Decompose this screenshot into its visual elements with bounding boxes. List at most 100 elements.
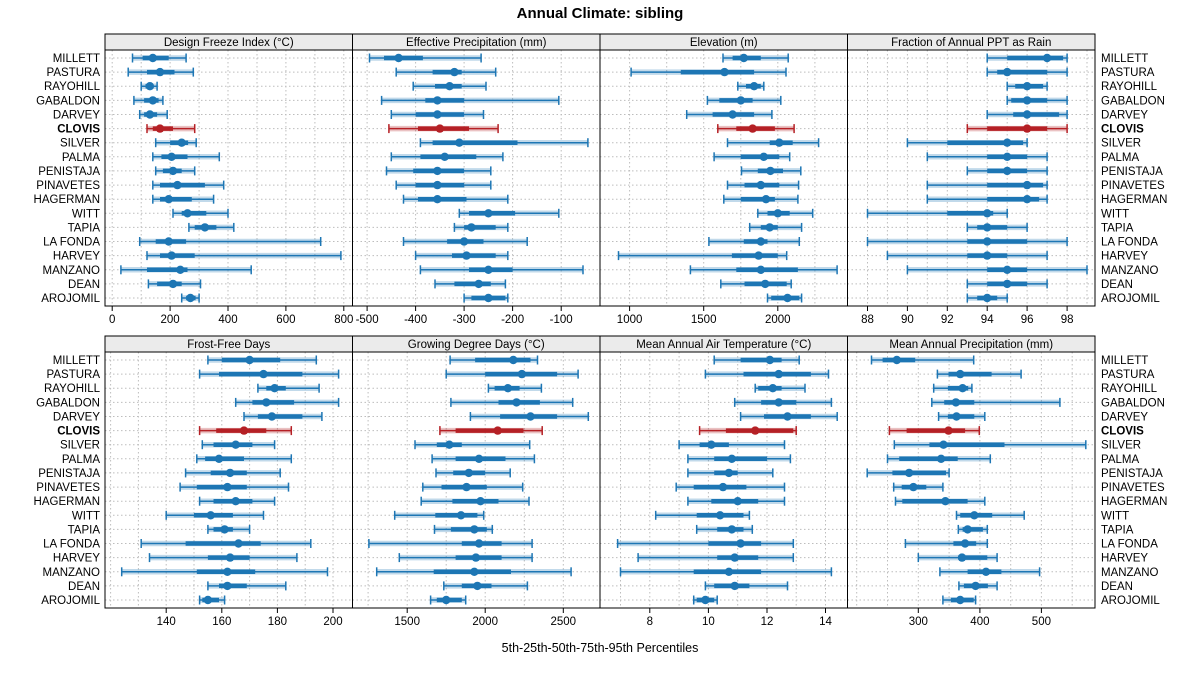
percentile-row-tapia <box>188 222 235 232</box>
median-dot <box>701 595 710 605</box>
percentile-row-palma <box>390 152 504 162</box>
median-dot <box>1022 180 1032 190</box>
site-label-right: GABALDON <box>1101 95 1165 107</box>
percentile-row-manzano <box>120 567 329 577</box>
median-dot <box>944 426 953 435</box>
median-dot <box>1003 279 1012 289</box>
median-dot <box>748 124 757 133</box>
percentile-row-penistaja <box>687 468 774 478</box>
percentile-row-pinavetes <box>892 482 944 492</box>
median-dot <box>736 539 745 548</box>
site-label-right: DEAN <box>1101 581 1133 593</box>
percentile-row-clovis <box>439 426 543 436</box>
percentile-row-penistaja <box>154 166 196 176</box>
percentile-row-pinavetes <box>926 180 1048 190</box>
median-dot <box>223 581 232 591</box>
median-dot <box>167 152 176 161</box>
percentile-row-harvey <box>414 251 509 261</box>
median-dot <box>433 96 442 105</box>
percentile-row-pinavetes <box>152 180 225 190</box>
median-dot <box>1003 152 1012 161</box>
site-label-right: SILVER <box>1101 138 1141 150</box>
median-dot <box>983 293 992 303</box>
axis-tick-label: -200 <box>501 314 524 326</box>
axis-tick-label: -400 <box>404 314 427 326</box>
site-label-right: DARVEY <box>1101 412 1148 424</box>
median-dot <box>433 166 442 176</box>
median-dot <box>724 468 734 478</box>
median-dot <box>148 53 157 63</box>
panel-elevation-m: Elevation (m) 1000 1500 2000 <box>599 33 848 326</box>
percentile-row-witt <box>393 510 485 520</box>
median-dot <box>957 553 967 562</box>
site-label-right: TAPIA <box>1101 222 1134 234</box>
site-label-right: WITT <box>1101 208 1129 220</box>
median-dot <box>756 265 765 274</box>
axis-tick-label: 98 <box>1061 314 1074 326</box>
percentile-row-manzano <box>419 265 584 275</box>
site-label-left: MILLETT <box>53 53 100 65</box>
median-dot <box>225 468 235 478</box>
axis-tick-label: 96 <box>1021 314 1034 326</box>
percentile-row-pinavetes <box>395 180 492 190</box>
median-dot <box>231 497 240 506</box>
median-dot <box>462 251 471 260</box>
median-dot <box>445 82 454 91</box>
percentile-row-dean <box>147 279 202 289</box>
median-dot <box>206 511 215 520</box>
median-dot <box>220 525 229 534</box>
median-dot <box>724 567 734 576</box>
median-dot <box>1003 138 1012 147</box>
median-dot <box>262 398 271 407</box>
median-dot <box>470 525 479 534</box>
percentile-row-arojomil <box>966 293 1008 303</box>
percentile-row-silver <box>201 440 276 450</box>
median-dot <box>455 138 464 147</box>
median-dot <box>173 180 182 190</box>
median-dot <box>526 412 535 421</box>
percentile-row-millett <box>870 355 975 365</box>
median-dot <box>936 454 946 463</box>
median-dot <box>774 369 783 379</box>
site-label-right: LA FONDA <box>1101 539 1158 551</box>
panel-growing-degree-days-c: Growing Degree Days (°C) 1500 2000 2500 <box>352 335 601 628</box>
site-label-left: TAPIA <box>68 222 101 234</box>
percentile-row-hagerman <box>152 194 215 204</box>
median-dot <box>512 398 521 407</box>
site-label-right: WITT <box>1101 510 1129 522</box>
median-dot <box>476 497 485 506</box>
median-dot <box>715 511 725 520</box>
median-dot <box>267 412 277 421</box>
percentile-row-clovis <box>146 124 196 134</box>
median-dot <box>981 567 991 576</box>
median-dot <box>471 553 481 562</box>
panel-frost-free-days: Frost-Free Days 140 160 180 200 <box>104 335 353 628</box>
percentile-row-arojomil <box>463 293 509 303</box>
axis-tick-label: -300 <box>453 314 476 326</box>
median-dot <box>484 265 493 274</box>
median-dot <box>963 525 972 534</box>
median-dot <box>774 398 783 407</box>
site-label-right: PINAVETES <box>1101 180 1165 192</box>
percentile-row-millett <box>449 355 539 365</box>
median-dot <box>707 440 716 449</box>
median-dot <box>167 251 176 260</box>
site-label-left: HAGERMAN <box>34 194 100 206</box>
median-dot <box>459 237 469 246</box>
site-label-right: HARVEY <box>1101 251 1148 263</box>
percentile-row-gabaldon <box>380 95 560 105</box>
median-dot <box>749 82 759 91</box>
percentile-row-millett <box>368 53 482 63</box>
percentile-row-palma <box>886 454 992 464</box>
median-dot <box>768 384 777 393</box>
percentile-row-silver <box>414 440 531 450</box>
site-label-left: MILLETT <box>53 355 100 367</box>
site-label-left: GABALDON <box>36 397 100 409</box>
percentile-row-gabaldon <box>450 397 574 407</box>
percentile-row-gabaldon <box>1006 95 1068 105</box>
panel-mean-annual-precipitation-mm: Mean Annual Precipitation (mm) 300 400 500 <box>847 335 1096 628</box>
site-label-right: DARVEY <box>1101 110 1148 122</box>
median-dot <box>450 67 459 77</box>
percentile-row-silver <box>726 138 820 148</box>
site-label-right: RAYOHILL <box>1101 383 1158 395</box>
